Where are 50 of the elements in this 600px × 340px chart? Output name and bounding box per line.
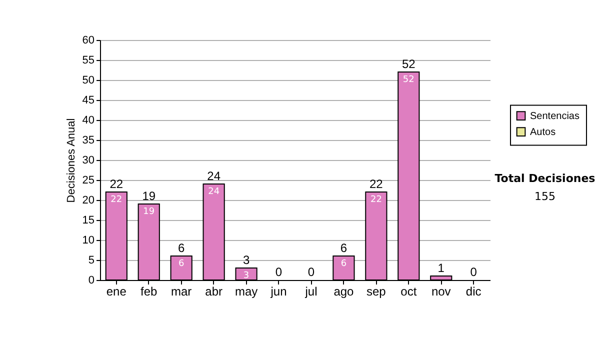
data-label: 6	[340, 259, 347, 269]
x-tick-label: feb	[140, 284, 158, 298]
x-tick-label: jun	[270, 284, 287, 298]
x-tick-label: dic	[466, 284, 482, 298]
y-tick-label: 40	[82, 114, 94, 126]
total-label: 0	[308, 265, 315, 279]
data-label: 22	[370, 195, 382, 205]
legend-label: Autos	[530, 126, 556, 138]
data-label: 22	[110, 195, 122, 205]
y-tick-label: 55	[82, 54, 94, 66]
total-label: 0	[470, 265, 478, 279]
y-tick-label: 30	[82, 154, 94, 166]
x-tick-label: ene	[106, 284, 127, 298]
x-tick-label: sep	[366, 284, 386, 298]
x-tick-label: may	[234, 284, 258, 298]
x-tick-label: oct	[400, 284, 418, 298]
total-label: 22	[370, 177, 384, 191]
text: 155	[534, 190, 556, 203]
total-label: 6	[340, 241, 348, 255]
total-label: 0	[275, 265, 282, 279]
total-label: 24	[207, 169, 221, 183]
data-label: 6	[178, 259, 184, 269]
y-tick-label: 0	[88, 274, 94, 286]
total-label: 52	[402, 57, 416, 71]
total-label: 1	[438, 261, 445, 275]
data-label: 24	[208, 187, 220, 197]
x-tick-label: abr	[205, 284, 222, 298]
y-tick-label: 60	[82, 34, 94, 46]
total-label: 6	[178, 241, 185, 255]
x-tick-label: ago	[334, 284, 354, 298]
y-axis-title: Decisiones Anual	[65, 118, 78, 203]
y-tick-label: 20	[82, 194, 94, 206]
data-label: 52	[402, 75, 414, 85]
total-label: 22	[110, 177, 124, 191]
y-tick-label: 35	[82, 134, 94, 146]
data-label: 3	[243, 271, 250, 281]
legend-label: Sentencias	[530, 110, 580, 122]
y-tick-label: 10	[82, 234, 94, 246]
y-tick-label: 15	[82, 214, 94, 226]
total-label: 3	[242, 253, 250, 267]
total-label: 19	[142, 189, 156, 203]
y-tick-label: 45	[82, 94, 94, 106]
x-tick-label: mar	[171, 284, 192, 298]
text: Total Decisiones	[494, 172, 596, 185]
y-tick-label: 25	[82, 174, 94, 186]
x-tick-label: jul	[304, 284, 318, 298]
y-tick-label: 5	[88, 254, 94, 266]
x-tick-label: nov	[431, 284, 451, 298]
y-tick-label: 50	[82, 74, 94, 86]
data-label: 19	[143, 207, 155, 217]
